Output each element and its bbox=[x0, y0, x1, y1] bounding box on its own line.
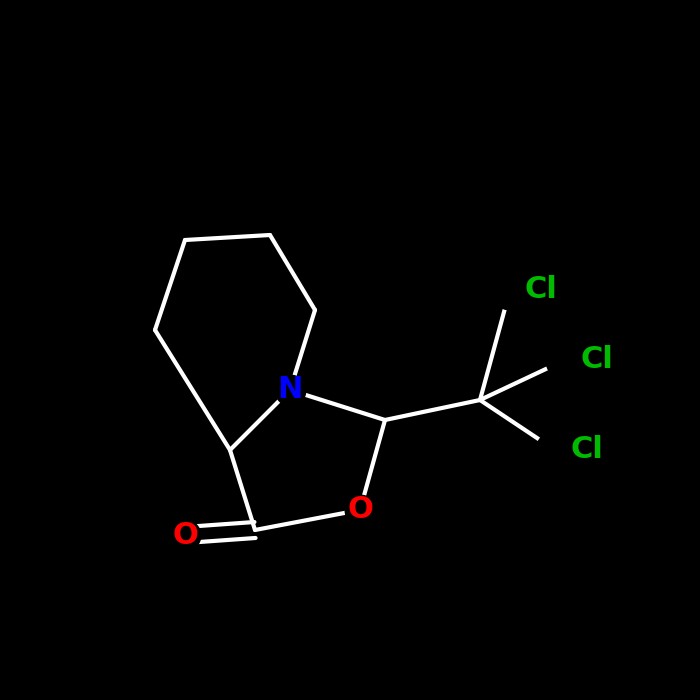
Text: Cl: Cl bbox=[570, 435, 603, 465]
Text: O: O bbox=[347, 496, 373, 524]
Text: Cl: Cl bbox=[580, 346, 613, 375]
Text: N: N bbox=[277, 375, 302, 405]
Text: Cl: Cl bbox=[525, 276, 558, 304]
Text: O: O bbox=[172, 521, 198, 550]
